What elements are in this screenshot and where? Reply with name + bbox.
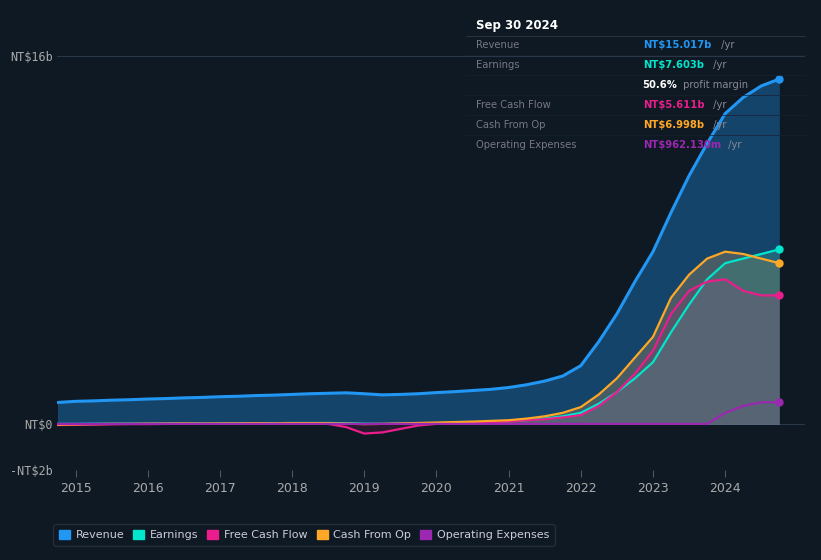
Text: NT$5.611b: NT$5.611b xyxy=(643,100,704,110)
Text: profit margin: profit margin xyxy=(680,80,748,90)
Legend: Revenue, Earnings, Free Cash Flow, Cash From Op, Operating Expenses: Revenue, Earnings, Free Cash Flow, Cash … xyxy=(53,524,554,545)
Text: NT$7.603b: NT$7.603b xyxy=(643,60,704,71)
Text: Sep 30 2024: Sep 30 2024 xyxy=(475,19,557,32)
Text: Cash From Op: Cash From Op xyxy=(475,120,545,130)
Text: /yr: /yr xyxy=(725,139,741,150)
Text: NT$6.998b: NT$6.998b xyxy=(643,120,704,130)
Text: NT$962.130m: NT$962.130m xyxy=(643,139,721,150)
Text: 50.6%: 50.6% xyxy=(643,80,677,90)
Text: Revenue: Revenue xyxy=(475,40,519,50)
Text: /yr: /yr xyxy=(710,120,727,130)
Text: /yr: /yr xyxy=(710,60,727,71)
Text: /yr: /yr xyxy=(718,40,734,50)
Text: Operating Expenses: Operating Expenses xyxy=(475,139,576,150)
Text: Earnings: Earnings xyxy=(475,60,520,71)
Text: /yr: /yr xyxy=(710,100,727,110)
Text: NT$15.017b: NT$15.017b xyxy=(643,40,711,50)
Text: Free Cash Flow: Free Cash Flow xyxy=(475,100,550,110)
